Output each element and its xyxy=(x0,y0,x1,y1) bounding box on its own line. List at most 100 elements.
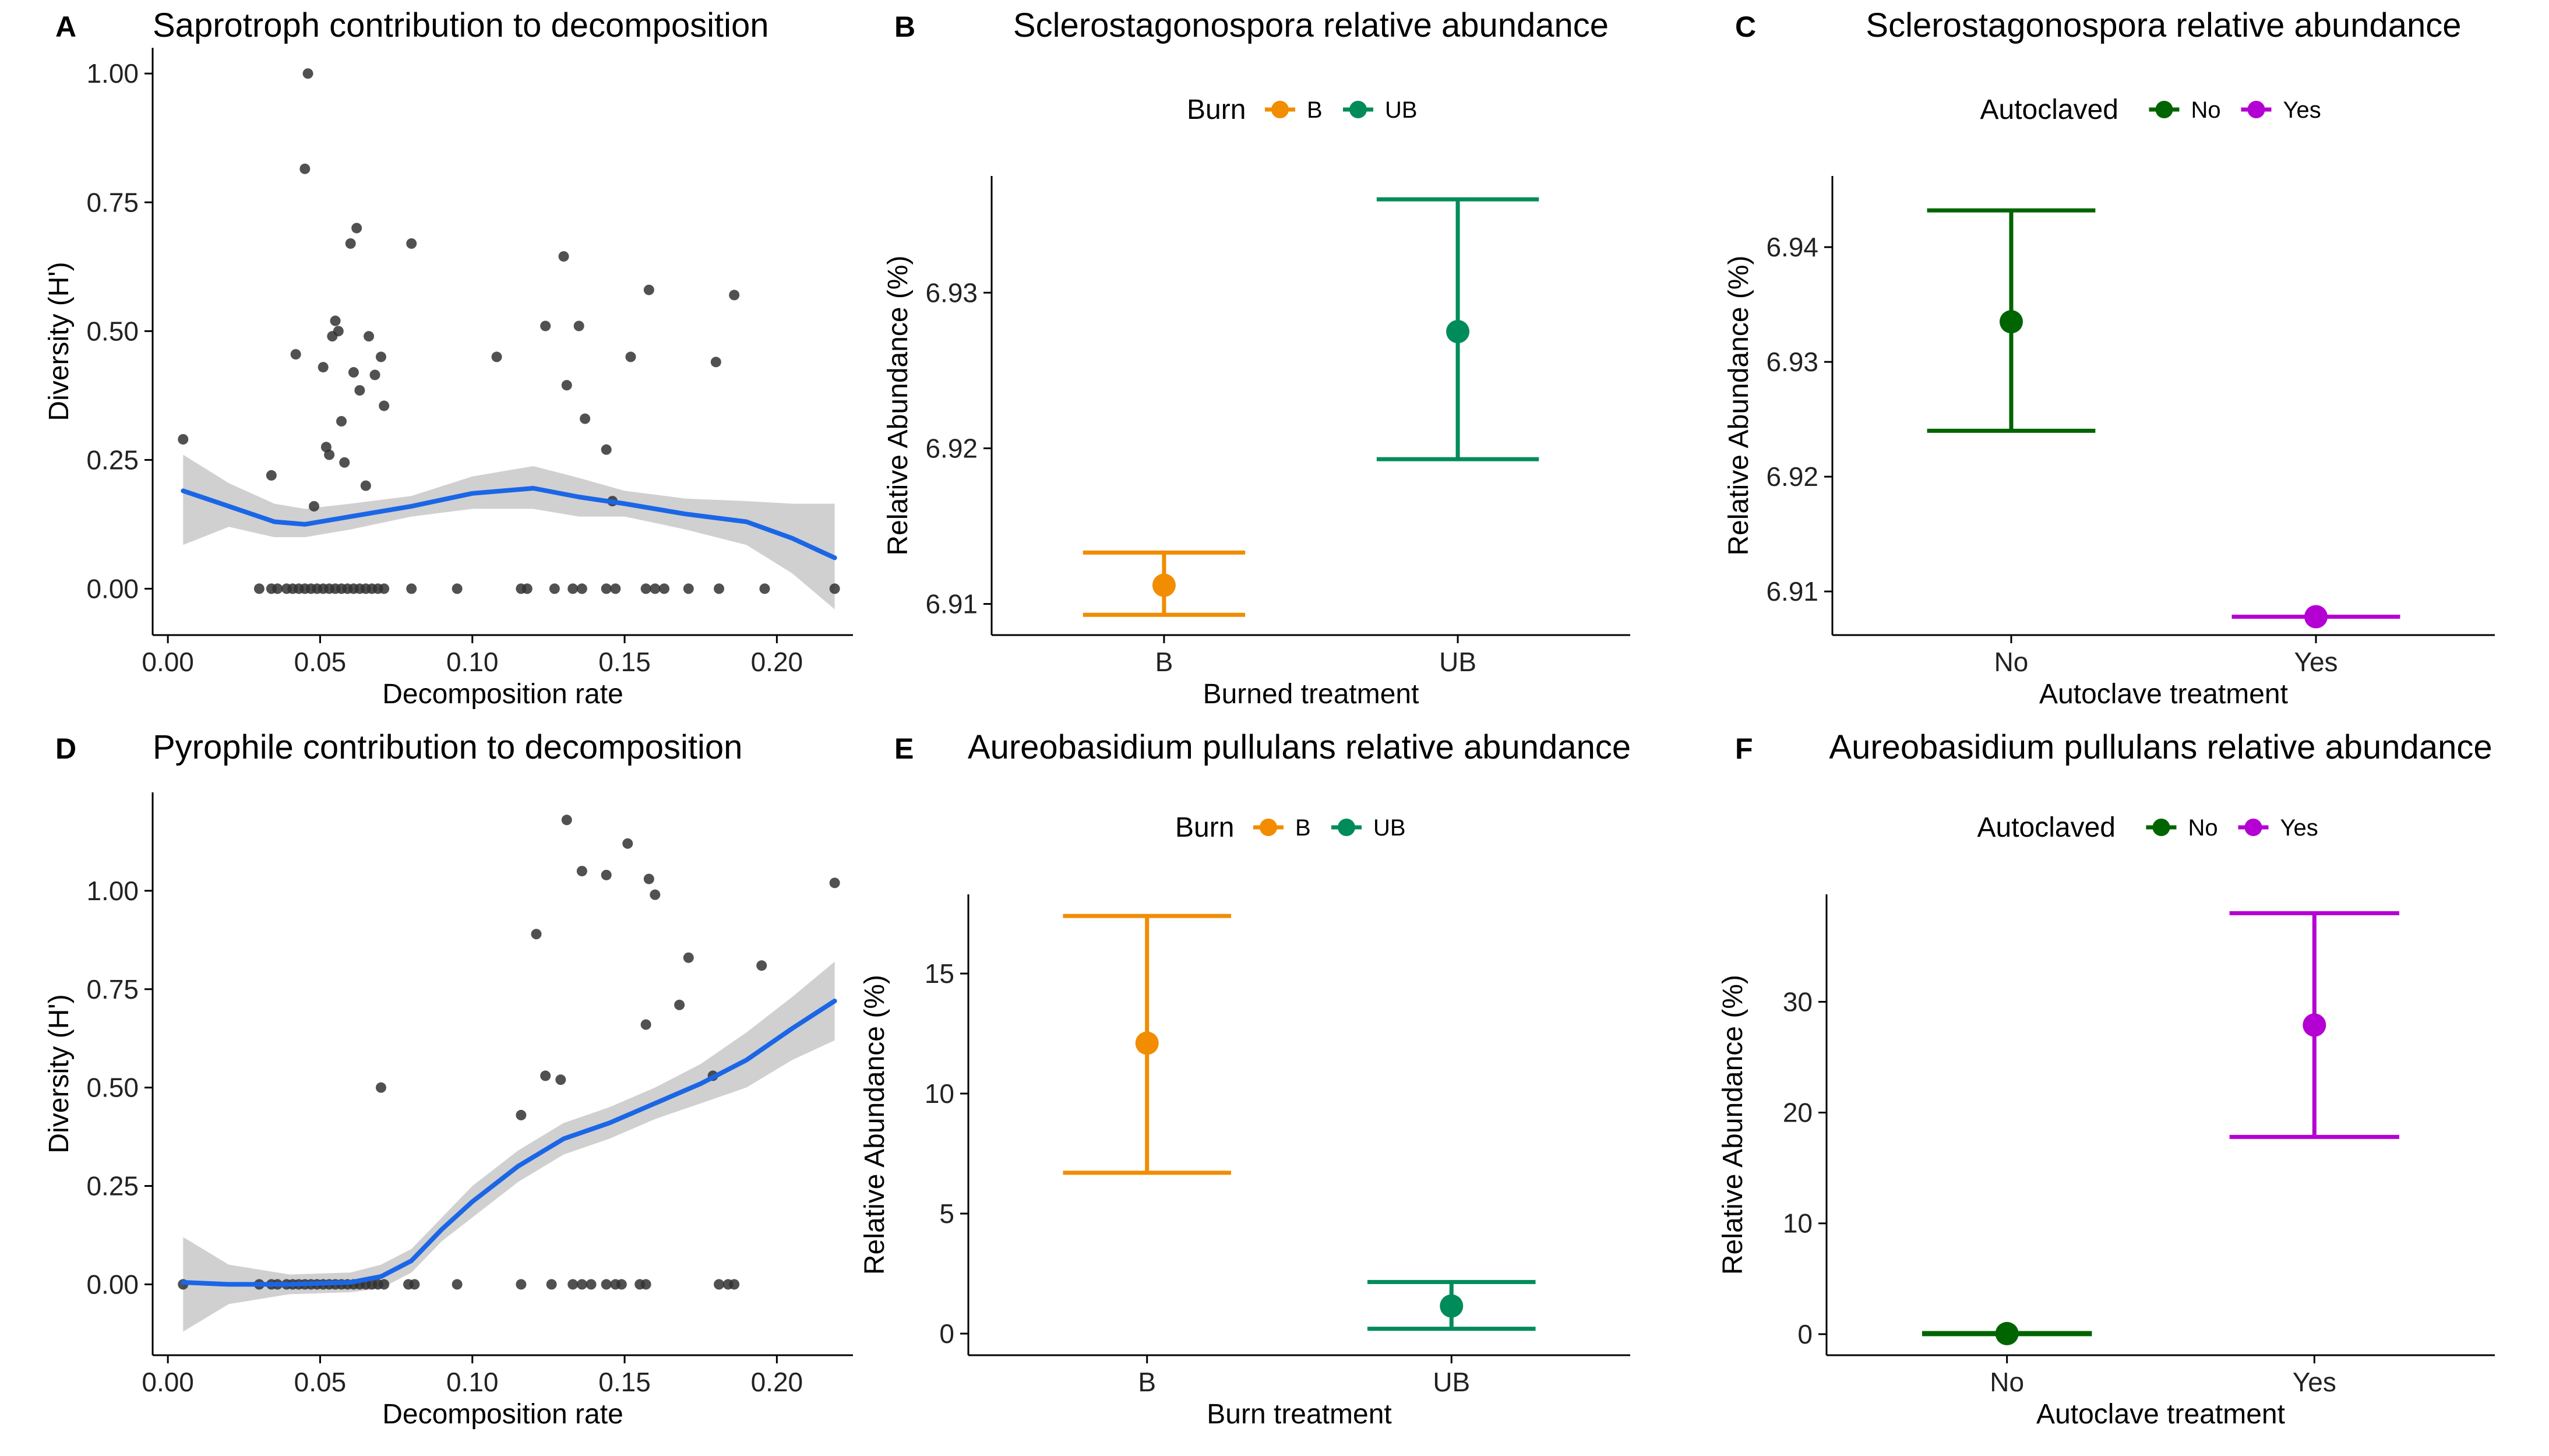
data-point xyxy=(714,583,725,594)
data-point xyxy=(333,326,344,337)
data-point xyxy=(549,583,560,594)
data-point xyxy=(558,251,569,262)
x-tick-label: 0.10 xyxy=(446,1367,499,1397)
y-tick-label: 20 xyxy=(1783,1098,1813,1128)
y-tick-label: 0 xyxy=(939,1318,954,1349)
panel-title: Aureobasidium pullulans relative abundan… xyxy=(968,728,1631,766)
y-tick-label: 0 xyxy=(1797,1319,1813,1349)
data-point xyxy=(351,223,362,234)
data-point xyxy=(601,583,612,594)
y-tick-label: 1.00 xyxy=(86,58,139,89)
data-point xyxy=(561,380,572,391)
data-point xyxy=(650,583,661,594)
data-point xyxy=(318,362,329,373)
y-tick-label: 30 xyxy=(1783,986,1813,1017)
data-point xyxy=(610,583,621,594)
data-point xyxy=(452,1279,463,1290)
data-point xyxy=(576,1279,587,1290)
y-axis-label: Relative Abundance (%) xyxy=(1723,256,1754,556)
y-tick-label: 15 xyxy=(925,958,954,989)
data-point xyxy=(330,315,341,326)
data-point xyxy=(452,583,463,594)
data-point xyxy=(567,583,579,594)
y-tick-label: 5 xyxy=(939,1198,954,1229)
data-point xyxy=(729,290,740,301)
x-tick-label: 0.15 xyxy=(598,647,651,677)
data-point xyxy=(658,583,669,594)
smooth-line xyxy=(181,999,837,1287)
y-axis-label: Diversity (H') xyxy=(44,994,75,1153)
x-axis-label: Autoclave treatment xyxy=(2039,679,2288,710)
legend-label: No xyxy=(2191,97,2221,123)
panel-title: Pyrophile contribution to decomposition xyxy=(153,728,742,766)
y-tick-label: 0.25 xyxy=(86,445,139,475)
legend-label: No xyxy=(2188,815,2218,841)
data-point xyxy=(643,873,654,884)
data-point xyxy=(567,1279,579,1290)
legend-title: Autoclaved xyxy=(1977,812,2116,843)
data-point xyxy=(616,1279,627,1290)
mean-point xyxy=(1152,573,1176,597)
mean-point xyxy=(1135,1031,1159,1055)
x-tick-label: 0.00 xyxy=(142,647,194,677)
y-tick-label: 0.75 xyxy=(86,187,139,217)
panel-letter: D xyxy=(55,732,76,765)
data-point xyxy=(640,583,651,594)
data-point xyxy=(710,357,721,368)
data-point xyxy=(576,866,587,877)
data-point xyxy=(266,470,277,481)
data-point xyxy=(683,583,694,594)
confidence-band xyxy=(183,961,835,1332)
data-point xyxy=(308,500,319,512)
data-point xyxy=(290,349,301,360)
y-axis-label: Relative Abundance (%) xyxy=(1718,975,1748,1275)
data-point xyxy=(360,480,371,491)
legend-key-dot xyxy=(2152,819,2170,836)
legend-key-dot xyxy=(1338,819,1355,836)
y-tick-label: 10 xyxy=(925,1078,954,1109)
mean-point xyxy=(1999,310,2023,334)
panel-letter: E xyxy=(894,732,914,765)
legend-label: B xyxy=(1295,815,1311,841)
legend-key-dot xyxy=(2155,101,2173,118)
data-point xyxy=(345,238,356,249)
x-tick-label: No xyxy=(1990,1367,2024,1397)
data-point xyxy=(580,413,591,424)
data-point xyxy=(714,1279,725,1290)
data-point xyxy=(364,331,375,342)
panel-f: F Aureobasidium pullulans relative abunda… xyxy=(1718,728,2495,1430)
panel-title: Sclerostagonospora relative abundance xyxy=(1013,6,1609,44)
y-tick-label: 0.00 xyxy=(86,573,139,604)
panel-letter: B xyxy=(894,10,915,43)
x-axis-label: Decomposition rate xyxy=(382,1399,623,1430)
panel-letter: A xyxy=(55,10,76,43)
legend-key-dot xyxy=(1349,101,1367,118)
legend-title: Burn xyxy=(1175,812,1234,843)
data-point xyxy=(683,952,694,963)
x-tick-label: 0.00 xyxy=(142,1367,194,1397)
panel-title: Sclerostagonospora relative abundance xyxy=(1866,6,2461,44)
y-tick-label: 0.25 xyxy=(86,1171,139,1201)
data-point xyxy=(379,1279,390,1290)
legend-title: Burn xyxy=(1187,94,1246,125)
data-point xyxy=(516,1109,527,1120)
data-point xyxy=(406,583,417,594)
data-point xyxy=(339,457,350,468)
y-axis-label: Relative Abundance (%) xyxy=(883,256,914,556)
data-point xyxy=(640,1279,651,1290)
y-tick-label: 10 xyxy=(1783,1208,1813,1239)
confidence-band xyxy=(183,454,835,609)
panel-title: Aureobasidium pullulans relative abundan… xyxy=(1829,728,2492,766)
data-point xyxy=(759,583,770,594)
x-tick-label: Yes xyxy=(2294,647,2338,677)
legend-label: Yes xyxy=(2283,97,2321,123)
smooth-line xyxy=(181,486,837,560)
data-point xyxy=(650,889,661,900)
mean-point xyxy=(2303,1013,2326,1037)
data-point xyxy=(302,68,313,79)
x-tick-label: 0.20 xyxy=(751,1367,803,1397)
panel-c: C Sclerostagonospora relative abundance 6.… xyxy=(1723,6,2495,710)
data-point xyxy=(531,929,542,940)
x-axis-label: Burned treatment xyxy=(1203,679,1419,710)
